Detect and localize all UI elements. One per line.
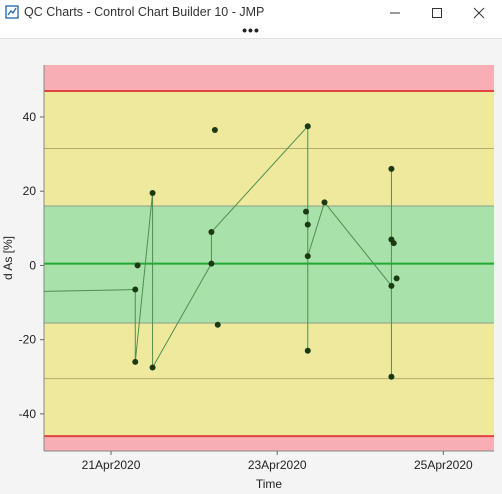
- minimize-button[interactable]: [372, 0, 418, 26]
- jmp-app-icon: [4, 4, 20, 20]
- toolbar-reveal-bar: •••: [0, 22, 502, 38]
- divider: [0, 38, 502, 39]
- data-point: [390, 240, 397, 247]
- window-title: QC Charts - Control Chart Builder 10 - J…: [24, 5, 265, 19]
- data-point: [132, 358, 139, 365]
- data-point: [208, 229, 215, 236]
- data-point: [304, 253, 311, 260]
- data-point: [304, 123, 311, 130]
- close-icon: [473, 7, 485, 19]
- data-point: [304, 347, 311, 354]
- y-tick-label: 20: [23, 184, 37, 198]
- data-point: [134, 262, 141, 269]
- data-point: [321, 199, 328, 206]
- data-point: [149, 190, 156, 197]
- data-point: [388, 165, 395, 172]
- data-point: [388, 282, 395, 289]
- data-point: [388, 373, 395, 380]
- x-tick-label: 23Apr2020: [248, 458, 307, 472]
- x-tick-label: 21Apr2020: [82, 458, 141, 472]
- data-point: [149, 364, 156, 371]
- zone-yellow: [44, 322, 494, 437]
- y-tick-label: 40: [23, 110, 37, 124]
- y-tick-label: 0: [29, 258, 36, 272]
- data-point: [208, 260, 215, 267]
- title-bar: QC Charts - Control Chart Builder 10 - J…: [0, 0, 502, 26]
- series-line: [43, 124, 395, 377]
- maximize-icon: [432, 8, 442, 18]
- chart-panel: 40 20 0 -20 -40 21Apr2020 23Apr2020 25Apr2020 Ti…: [0, 39, 502, 494]
- control-chart: 40 20 0 -20 -40 21Apr2020 23Apr2020 25Apr2020 Ti…: [1, 65, 494, 491]
- x-axis-label: Time: [256, 477, 283, 491]
- more-options-icon[interactable]: •••: [242, 22, 260, 38]
- zone-red: [44, 436, 494, 451]
- data-point: [303, 208, 310, 215]
- y-tick-label: -40: [19, 407, 37, 421]
- minimize-icon: [390, 12, 400, 14]
- data-point: [214, 321, 221, 328]
- y-tick-label: -20: [19, 333, 37, 347]
- data-point: [211, 126, 218, 133]
- maximize-button[interactable]: [414, 0, 460, 26]
- data-point: [132, 286, 139, 293]
- x-tick-label: 25Apr2020: [414, 458, 473, 472]
- y-axis-label: d As [%]: [1, 236, 15, 280]
- data-point: [304, 221, 311, 228]
- close-button[interactable]: [456, 0, 502, 26]
- data-point: [393, 275, 400, 282]
- zone-red: [44, 65, 494, 91]
